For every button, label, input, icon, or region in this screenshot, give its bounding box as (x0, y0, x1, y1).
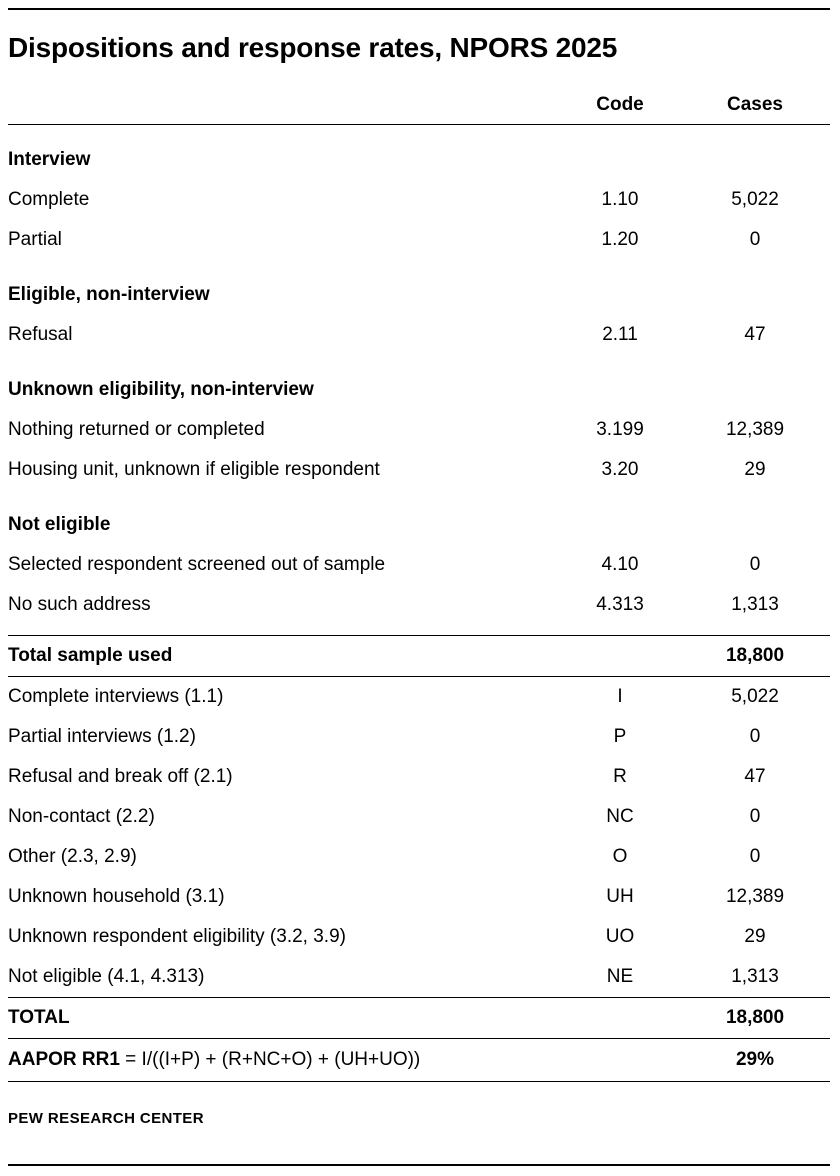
bottom-rule (8, 1164, 830, 1166)
total-row: TOTAL 18,800 (8, 998, 830, 1038)
row-code: 1.10 (601, 189, 639, 210)
column-header-cases: Cases (727, 94, 783, 115)
row-cases: 1,313 (731, 594, 779, 615)
row-cases: 29 (744, 459, 766, 480)
table-row: Housing unit, unknown if eligible respon… (8, 450, 830, 490)
row-label: No such address (8, 594, 151, 615)
table-row: Non-contact (2.2) NC 0 (8, 797, 830, 837)
row-label: Complete (8, 189, 90, 210)
row-cases: 29 (744, 926, 766, 947)
row-label: Refusal (8, 324, 73, 345)
row-code: 4.313 (596, 594, 644, 615)
table-row: Complete 1.10 5,022 (8, 180, 830, 220)
row-label: Partial interviews (1.2) (8, 726, 196, 747)
section-header-label: Eligible, non-interview (8, 284, 210, 305)
total-sample-top-rule (8, 635, 830, 636)
section-header-label: Interview (8, 149, 91, 170)
table-row: Refusal and break off (2.1) R 47 (8, 757, 830, 797)
row-code: 4.10 (601, 554, 639, 575)
row-label: Unknown household (3.1) (8, 886, 225, 907)
row-label: Complete interviews (1.1) (8, 686, 224, 707)
section-header-not-eligible: Not eligible (8, 490, 830, 545)
total-sample-label: Total sample used (8, 645, 173, 666)
table-row: Partial interviews (1.2) P 0 (8, 717, 830, 757)
table-row: Partial 1.20 0 (8, 220, 830, 260)
row-label: Not eligible (4.1, 4.313) (8, 966, 205, 987)
row-code: NC (606, 806, 634, 827)
total-sample-cases: 18,800 (725, 645, 785, 666)
page-title: Dispositions and response rates, NPORS 2… (8, 32, 618, 63)
row-cases: 5,022 (731, 189, 779, 210)
row-code: 3.199 (596, 419, 644, 440)
row-cases: 0 (749, 554, 761, 575)
row-cases: 0 (749, 726, 761, 747)
row-label: Partial (8, 229, 62, 250)
table-row: Other (2.3, 2.9) O 0 (8, 837, 830, 877)
row-code: O (612, 846, 628, 867)
row-code: P (613, 726, 627, 747)
total-label: TOTAL (8, 1007, 70, 1028)
table-row: Nothing returned or completed 3.199 12,3… (8, 410, 830, 450)
table-row: Not eligible (4.1, 4.313) NE 1,313 (8, 957, 830, 997)
row-label: Unknown respondent eligibility (3.2, 3.9… (8, 926, 346, 947)
response-rate-value: 29% (735, 1049, 775, 1070)
row-code: UH (606, 886, 634, 907)
column-header-code: Code (596, 94, 644, 115)
top-rule (8, 8, 830, 10)
source-label: PEW RESEARCH CENTER (8, 1110, 204, 1127)
section-header-interview: Interview (8, 125, 830, 180)
response-rate-label: AAPOR RR1 = I/((I+P) + (R+NC+O) + (UH+UO… (8, 1049, 560, 1071)
response-rate-row: AAPOR RR1 = I/((I+P) + (R+NC+O) + (UH+UO… (8, 1039, 830, 1081)
total-sample-row: Total sample used 18,800 (8, 636, 830, 676)
row-cases: 47 (744, 766, 766, 787)
row-code: 3.20 (601, 459, 639, 480)
response-rate-formula: = I/((I+P) + (R+NC+O) + (UH+UO)) (119, 1049, 421, 1070)
row-cases: 1,313 (731, 966, 779, 987)
response-rate-name: AAPOR RR1 (8, 1049, 120, 1070)
row-code: NE (606, 966, 634, 987)
row-label: Nothing returned or completed (8, 419, 265, 440)
section-header-label: Unknown eligibility, non-interview (8, 379, 314, 400)
row-label: Housing unit, unknown if eligible respon… (8, 459, 380, 480)
row-cases: 0 (749, 806, 761, 827)
row-label: Refusal and break off (2.1) (8, 766, 233, 787)
row-code: I (617, 686, 623, 707)
section-header-label: Not eligible (8, 514, 111, 535)
row-cases: 0 (749, 229, 761, 250)
table-row: Selected respondent screened out of samp… (8, 545, 830, 585)
row-cases: 47 (744, 324, 766, 345)
table-row: Complete interviews (1.1) I 5,022 (8, 677, 830, 717)
total-cases: 18,800 (725, 1007, 785, 1028)
column-header-row: Code Cases (8, 90, 830, 124)
table-row: Unknown respondent eligibility (3.2, 3.9… (8, 917, 830, 957)
row-code: 1.20 (601, 229, 639, 250)
row-code: R (613, 766, 627, 787)
header-rule (8, 124, 830, 125)
row-code: 2.11 (602, 324, 638, 345)
row-label: Selected respondent screened out of samp… (8, 554, 386, 575)
response-rate-bottom-rule (8, 1081, 830, 1082)
row-cases: 5,022 (731, 686, 779, 707)
row-code: UO (605, 926, 635, 947)
row-cases: 12,389 (725, 886, 785, 907)
row-cases: 0 (749, 846, 761, 867)
total-top-rule (8, 997, 830, 998)
section-header-unknown-eligibility: Unknown eligibility, non-interview (8, 355, 830, 410)
total-bottom-rule (8, 1038, 830, 1039)
row-label: Non-contact (2.2) (8, 806, 155, 827)
total-sample-bottom-rule (8, 676, 830, 677)
table-row: No such address 4.313 1,313 (8, 585, 830, 625)
row-label: Other (2.3, 2.9) (8, 846, 137, 867)
row-cases: 12,389 (725, 419, 785, 440)
table-row: Unknown household (3.1) UH 12,389 (8, 877, 830, 917)
table-row: Refusal 2.11 47 (8, 315, 830, 355)
section-header-eligible-non-interview: Eligible, non-interview (8, 260, 830, 315)
